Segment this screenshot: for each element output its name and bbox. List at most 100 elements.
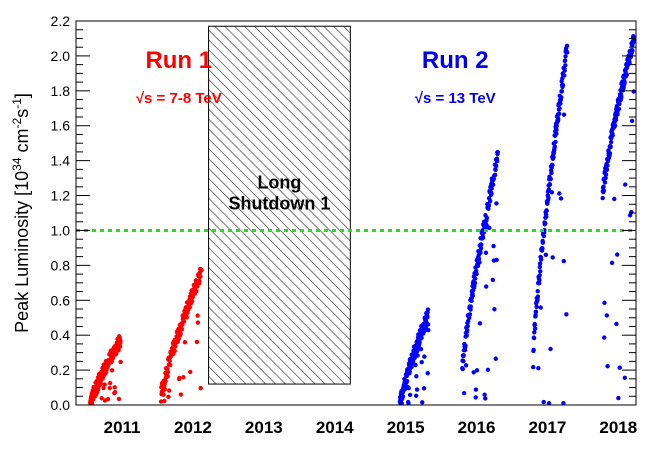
data-point xyxy=(603,172,609,177)
data-point xyxy=(622,375,628,381)
data-point xyxy=(461,358,466,364)
data-point xyxy=(188,369,193,375)
data-point xyxy=(495,149,500,155)
long-shutdown-region xyxy=(208,25,351,385)
data-point xyxy=(99,395,104,401)
data-point xyxy=(162,398,167,404)
data-point xyxy=(487,225,492,230)
data-point xyxy=(532,326,538,331)
data-point xyxy=(187,305,192,310)
data-point xyxy=(165,374,170,379)
data-point xyxy=(116,348,121,353)
y-axis-label-exp3: -1 xyxy=(10,98,24,109)
data-point xyxy=(470,293,476,298)
x-year-label: 2018 xyxy=(599,418,637,437)
data-point xyxy=(477,321,483,326)
data-point xyxy=(562,73,567,78)
data-point xyxy=(112,390,118,395)
data-point xyxy=(494,163,499,169)
data-point xyxy=(554,127,559,132)
y-axis-label-close: ] xyxy=(12,93,32,98)
data-point xyxy=(492,307,497,312)
x-year-label: 2014 xyxy=(316,418,354,437)
data-point xyxy=(622,80,627,85)
data-point xyxy=(198,274,203,279)
x-year-label: 2016 xyxy=(458,418,496,437)
data-point xyxy=(563,54,568,59)
data-point xyxy=(426,327,431,333)
data-point xyxy=(532,322,538,328)
data-point xyxy=(118,359,123,365)
data-point xyxy=(531,364,536,370)
data-point xyxy=(414,374,419,379)
data-point xyxy=(489,186,494,191)
data-point xyxy=(425,315,430,320)
data-point xyxy=(480,235,486,241)
data-point xyxy=(542,221,548,226)
data-point xyxy=(630,48,635,53)
y-tick-label: 1.2 xyxy=(51,188,71,204)
data-point xyxy=(559,95,564,100)
data-point xyxy=(491,243,496,249)
data-point xyxy=(493,167,498,173)
data-point xyxy=(631,37,637,42)
data-point xyxy=(194,288,199,294)
run2-energy-value: = 13 TeV xyxy=(431,90,495,107)
data-point xyxy=(471,370,476,375)
data-point xyxy=(617,101,622,107)
data-point xyxy=(407,369,412,374)
y-tick-label: 0.4 xyxy=(51,327,71,343)
data-point xyxy=(181,319,187,324)
data-point xyxy=(537,273,542,278)
data-point xyxy=(158,399,164,404)
data-point xyxy=(461,391,467,396)
data-point xyxy=(535,294,541,299)
data-point xyxy=(557,191,562,196)
data-point xyxy=(558,101,563,106)
data-point xyxy=(531,335,537,341)
data-point xyxy=(415,348,420,354)
data-point xyxy=(407,392,413,398)
data-point xyxy=(490,277,496,283)
data-point xyxy=(198,385,203,391)
data-point xyxy=(399,401,404,406)
y-axis-label-unit2: s xyxy=(12,109,32,118)
data-point xyxy=(420,400,425,405)
y-tick-label: 0.8 xyxy=(51,257,71,273)
y-tick-label: 0.2 xyxy=(51,362,71,378)
data-point xyxy=(404,379,410,384)
data-point xyxy=(557,106,562,111)
data-point xyxy=(624,72,630,77)
data-point xyxy=(556,111,562,117)
data-point xyxy=(194,339,200,345)
data-point xyxy=(565,50,570,55)
run2-sqrt-s: √s xyxy=(415,90,432,107)
data-point xyxy=(425,307,431,312)
data-point xyxy=(425,371,430,376)
data-point xyxy=(629,209,634,215)
data-point xyxy=(538,257,544,262)
data-point xyxy=(541,399,546,405)
data-point xyxy=(602,180,608,185)
data-point xyxy=(409,364,414,370)
data-point xyxy=(478,250,483,256)
plot-area: Long Shutdown 1 Run 1 √s = 7-8 TeV Run 2… xyxy=(76,25,637,406)
data-point xyxy=(537,264,543,270)
data-point xyxy=(483,250,489,255)
data-point xyxy=(550,255,555,260)
data-point xyxy=(419,335,424,341)
data-point xyxy=(181,375,186,380)
data-point xyxy=(107,380,113,386)
data-point xyxy=(460,366,465,372)
data-point xyxy=(464,333,469,338)
data-point xyxy=(619,94,624,99)
data-point xyxy=(473,276,478,281)
data-point xyxy=(479,242,484,247)
data-point xyxy=(546,187,552,192)
data-point xyxy=(109,368,115,373)
y-axis-label-text: Peak Luminosity [10 xyxy=(12,171,32,333)
data-point xyxy=(166,394,171,400)
data-point xyxy=(172,348,177,354)
data-point xyxy=(564,312,569,317)
data-point xyxy=(468,304,473,309)
